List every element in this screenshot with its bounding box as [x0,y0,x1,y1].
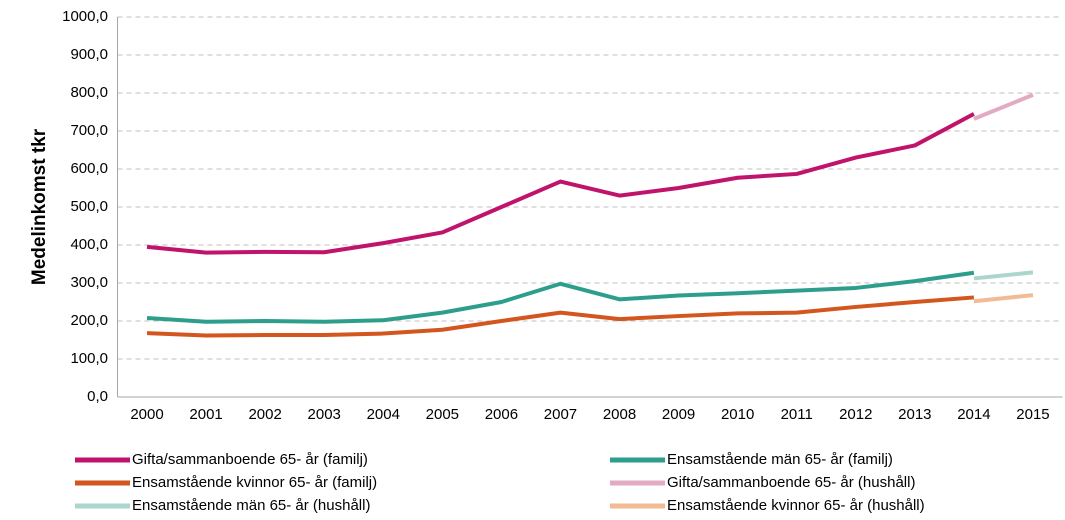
y-tick-label: 300,0 [70,274,108,291]
x-tick-label: 2011 [781,406,813,423]
y-tick-label: 200,0 [70,312,108,329]
legend-label: Gifta/sammanboende 65- år (familj) [132,451,368,468]
y-tick-label: 500,0 [70,198,108,215]
series-line [146,112,975,255]
series-line [973,293,1034,304]
x-tick-label: 2001 [189,406,222,423]
x-tick-label: 2003 [308,406,341,423]
y-tick-label: 400,0 [70,236,108,253]
y-tick-label: 1000,0 [62,8,108,25]
x-tick-label: 2010 [721,406,754,423]
y-tick-label: 600,0 [70,160,108,177]
series-line [973,93,1034,121]
x-tick-label: 2005 [426,406,459,423]
y-tick-label: 100,0 [70,350,108,367]
x-tick-label: 2012 [839,406,872,423]
y-tick-label: 700,0 [70,122,108,139]
legend-label: Ensamstående kvinnor 65- år (hushåll) [667,497,925,514]
legend-label: Gifta/sammanboende 65- år (hushåll) [667,474,915,491]
y-axis-label: Medelinkomst tkr [29,128,50,285]
legend-label: Ensamstående kvinnor 65- år (familj) [132,474,377,491]
legend-label: Ensamstående män 65- år (familj) [667,451,893,468]
x-tick-label: 2004 [367,406,400,423]
x-tick-label: 2015 [1016,406,1049,423]
x-tick-label: 2013 [898,406,931,423]
legend-label: Ensamstående män 65- år (hushåll) [132,497,370,514]
x-tick-label: 2002 [248,406,281,423]
x-tick-label: 2006 [485,406,518,423]
x-tick-label: 2000 [130,406,163,423]
y-tick-label: 900,0 [70,46,108,63]
series-line [146,270,975,324]
series-line [973,270,1034,281]
y-tick-label: 0,0 [87,388,108,405]
y-tick-label: 800,0 [70,84,108,101]
x-tick-label: 2014 [957,406,990,423]
x-tick-label: 2008 [603,406,636,423]
series-line [146,295,975,338]
x-tick-label: 2009 [662,406,695,423]
x-tick-label: 2007 [544,406,577,423]
